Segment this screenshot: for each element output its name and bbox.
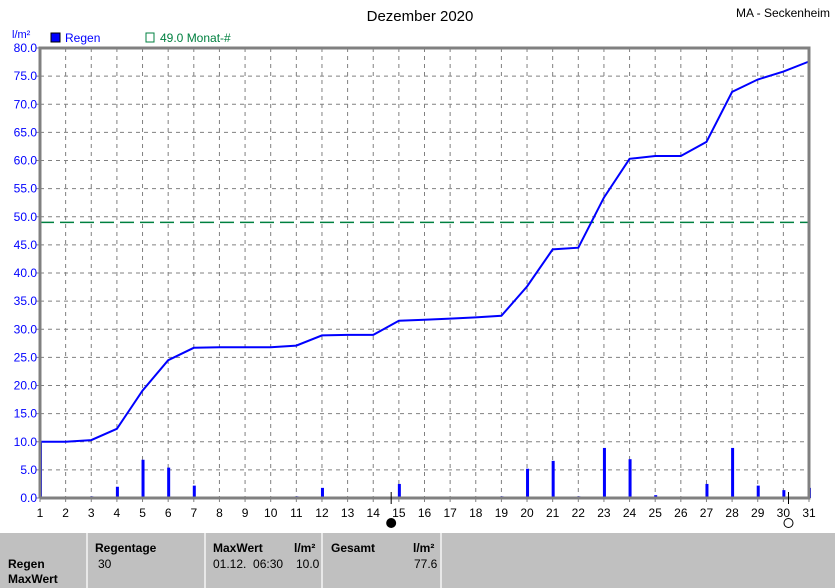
x-tick-label: 22 [572, 506, 586, 520]
rain-bar [756, 485, 760, 498]
legend-regen-swatch [50, 32, 61, 43]
rain-bar [115, 486, 119, 498]
y-tick-label: 25.0 [14, 350, 38, 364]
x-tick-label: 15 [392, 506, 406, 520]
row-label-maxwert: MaxWert [8, 572, 58, 586]
chart-title: Dezember 2020 [367, 8, 474, 25]
y-tick-label: 55.0 [14, 182, 38, 196]
y-tick-label: 35.0 [14, 294, 38, 308]
x-tick-label: 30 [777, 506, 791, 520]
x-tick-label: 5 [139, 506, 146, 520]
x-tick-label: 3 [88, 506, 95, 520]
gesamt-unit: l/m² [413, 541, 435, 555]
y-tick-label: 70.0 [14, 97, 38, 111]
x-tick-label: 4 [114, 506, 121, 520]
rain-bar [320, 487, 324, 498]
y-axis-label: l/m² [12, 29, 31, 41]
x-tick-label: 9 [242, 506, 249, 520]
new-moon-icon [386, 518, 397, 528]
y-tick-label: 40.0 [14, 266, 38, 280]
legend-regen-label: Regen [65, 31, 100, 45]
legend-reference-label: 49.0 Monat-# [160, 31, 231, 45]
x-tick-label: 6 [165, 506, 172, 520]
x-tick-label: 28 [725, 506, 739, 520]
summary-panel: Regen MaxWert Regentage 30 MaxWert l/m² … [0, 533, 835, 588]
rain-chart: Dezember 2020 MA - Seckenheim l/m² Regen… [12, 6, 830, 528]
x-tick-label: 13 [341, 506, 355, 520]
x-tick-label: 19 [495, 506, 509, 520]
y-tick-label: 45.0 [14, 238, 38, 252]
maxwert-value: 10.0 [296, 557, 320, 571]
cumulative-line [40, 60, 810, 443]
plot-frame [38, 46, 811, 500]
rain-bar [167, 467, 171, 498]
rain-bar [731, 447, 735, 498]
x-tick-label: 17 [443, 506, 457, 520]
rain-bar [628, 459, 632, 498]
y-tick-label: 80.0 [14, 41, 38, 55]
x-tick-label: 11 [290, 506, 303, 520]
x-tick-label: 23 [597, 506, 611, 520]
x-tick-label: 16 [418, 506, 432, 520]
maxwert-unit: l/m² [294, 541, 316, 555]
x-tick-label: 29 [751, 506, 765, 520]
y-tick-label: 20.0 [14, 379, 38, 393]
station-name: MA - Seckenheim [736, 6, 830, 20]
x-tick-label: 14 [367, 506, 381, 520]
rain-bar [526, 468, 530, 498]
y-tick-label: 5.0 [20, 463, 37, 477]
legend-reference-swatch [145, 32, 155, 43]
x-tick-label: 31 [802, 506, 816, 520]
y-tick-label: 0.0 [20, 491, 37, 505]
y-tick-label: 15.0 [14, 407, 38, 421]
rain-bar [192, 485, 196, 498]
rain-bar [602, 447, 606, 498]
x-tick-label: 2 [62, 506, 69, 520]
x-tick-label: 18 [469, 506, 483, 520]
x-tick-label: 20 [520, 506, 534, 520]
x-tick-label: 24 [623, 506, 637, 520]
rain-bar [551, 460, 555, 498]
x-tick-label: 7 [190, 506, 197, 520]
y-tick-label: 60.0 [14, 154, 38, 168]
x-tick-label: 26 [674, 506, 688, 520]
x-tick-label: 27 [700, 506, 714, 520]
rain-bar [397, 483, 401, 498]
regentage-value: 30 [98, 557, 112, 571]
row-label-regen: Regen [8, 557, 45, 571]
full-moon-icon [783, 518, 794, 528]
maxwert-header: MaxWert [213, 541, 263, 555]
x-tick-label: 1 [37, 506, 44, 520]
rain-bar [705, 483, 709, 498]
x-tick-label: 8 [216, 506, 223, 520]
x-tick-label: 12 [315, 506, 329, 520]
rain-bar [141, 459, 145, 498]
y-tick-label: 50.0 [14, 210, 38, 224]
rain-bar [782, 490, 786, 498]
y-tick-label: 30.0 [14, 322, 38, 336]
y-tick-label: 65.0 [14, 125, 38, 139]
x-tick-label: 21 [546, 506, 560, 520]
maxwert-date: 01.12. 06:30 [213, 557, 284, 571]
gesamt-header: Gesamt [331, 541, 376, 555]
gesamt-value: 77.6 [414, 557, 438, 571]
x-tick-label: 10 [264, 506, 278, 520]
y-tick-label: 10.0 [14, 435, 38, 449]
x-tick-label: 25 [649, 506, 663, 520]
y-tick-label: 75.0 [14, 69, 38, 83]
regentage-header: Regentage [95, 541, 157, 555]
